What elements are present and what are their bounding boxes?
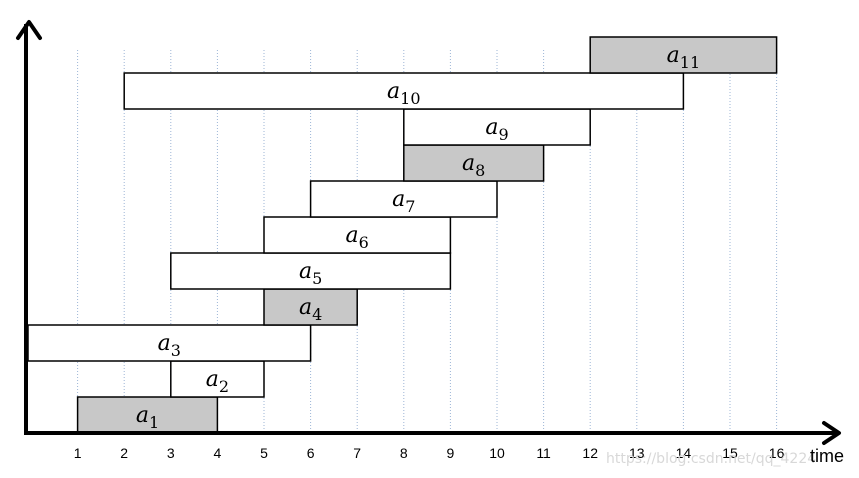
activity-label: a11 xyxy=(667,43,700,72)
activity-5: a5 xyxy=(170,252,452,290)
x-tick-label: 1 xyxy=(74,445,82,461)
activity-label: a5 xyxy=(299,259,322,288)
activity-bar xyxy=(123,72,685,110)
x-tick-label: 12 xyxy=(582,445,598,461)
x-tick-label: 9 xyxy=(447,445,455,461)
activity-1: a1 xyxy=(76,396,219,434)
activity-bar xyxy=(263,216,452,254)
activity-label-name: a xyxy=(462,151,475,176)
activity-label-subscript: 1 xyxy=(149,413,159,432)
activity-label-name: a xyxy=(387,79,400,104)
x-tick-label: 8 xyxy=(400,445,408,461)
activity-label-name: a xyxy=(299,259,312,284)
activity-label-subscript: 7 xyxy=(405,197,415,216)
activity-4: a4 xyxy=(263,288,358,326)
activity-label-subscript: 3 xyxy=(171,341,181,360)
x-tick-label: 2 xyxy=(120,445,128,461)
x-axis-label: time xyxy=(810,446,844,466)
x-tick-label: 16 xyxy=(769,445,785,461)
activity-7: a7 xyxy=(309,180,498,218)
x-tick-label: 4 xyxy=(214,445,222,461)
x-tick-label: 7 xyxy=(353,445,361,461)
activity-bar xyxy=(170,360,265,398)
activity-bar xyxy=(27,324,312,362)
activity-label-subscript: 2 xyxy=(219,377,229,396)
activity-label-name: a xyxy=(667,43,680,68)
activity-label-name: a xyxy=(158,331,171,356)
activity-label-name: a xyxy=(346,223,359,248)
activity-bar xyxy=(403,108,591,146)
axes xyxy=(16,20,841,445)
activity-bar xyxy=(170,252,452,290)
activity-8: a8 xyxy=(403,144,545,182)
activity-10: a10 xyxy=(123,72,685,110)
activity-label-subscript: 8 xyxy=(475,161,485,180)
activity-bar xyxy=(309,180,498,218)
activity-label-name: a xyxy=(136,403,149,428)
activity-bar xyxy=(76,396,219,434)
activity-label-subscript: 5 xyxy=(312,269,322,288)
activity-bar xyxy=(589,36,778,74)
x-tick-label: 11 xyxy=(536,445,551,461)
activity-label-name: a xyxy=(485,115,498,140)
activity-label: a3 xyxy=(158,331,181,360)
x-tick-label: 5 xyxy=(260,445,268,461)
x-tick-label: 6 xyxy=(307,445,315,461)
activity-label-subscript: 6 xyxy=(359,233,369,252)
x-tick-labels: 1 2 3 4 5 6 7 8 9 10 11 12 13 14 15 16 xyxy=(74,445,785,461)
activity-label-subscript: 11 xyxy=(680,53,700,72)
activity-label-name: a xyxy=(392,187,405,212)
activity-9: a9 xyxy=(403,108,591,146)
activity-label: a9 xyxy=(485,115,508,144)
x-tick-label: 14 xyxy=(676,445,692,461)
activity-label-subscript: 4 xyxy=(312,305,322,324)
activity-bar xyxy=(403,144,545,182)
activity-label: a8 xyxy=(462,151,485,180)
activity-label: a4 xyxy=(299,295,322,324)
activity-11: a11 xyxy=(589,36,778,74)
activity-label-name: a xyxy=(299,295,312,320)
activity-label-subscript: 9 xyxy=(498,125,508,144)
activity-label: a1 xyxy=(136,403,159,432)
x-tick-label: 10 xyxy=(489,445,505,461)
activity-label-name: a xyxy=(206,367,219,392)
activity-2: a2 xyxy=(170,360,265,398)
activity-6: a6 xyxy=(263,216,452,254)
x-tick-label: 3 xyxy=(167,445,175,461)
x-axis-arrowhead xyxy=(822,421,841,445)
activity-label-subscript: 10 xyxy=(400,89,420,108)
activity-label: a2 xyxy=(206,367,229,396)
watermark: https://blog.csdn.net/qq_4224 xyxy=(606,451,816,467)
activity-label: a10 xyxy=(387,79,420,108)
activity-3: a3 xyxy=(27,324,312,362)
activity-label: a7 xyxy=(392,187,415,216)
x-tick-label: 15 xyxy=(722,445,738,461)
x-tick-label: 13 xyxy=(629,445,645,461)
activity-label: a6 xyxy=(346,223,369,252)
y-axis-arrowhead xyxy=(16,20,42,40)
